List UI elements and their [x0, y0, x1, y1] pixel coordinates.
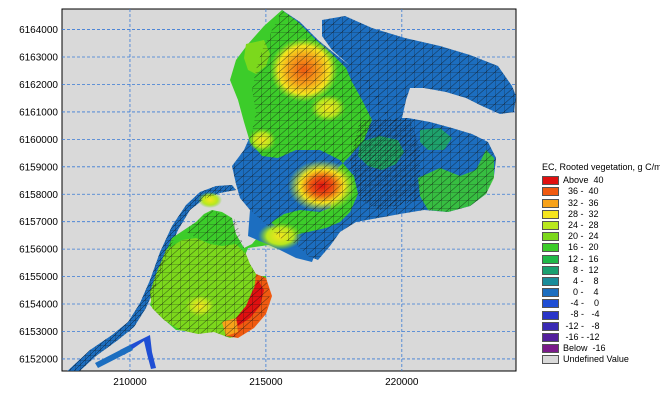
legend-item: Below -16 — [542, 343, 660, 354]
legend-item: -8 - -4 — [542, 309, 660, 320]
legend-label: 32 - 36 — [563, 197, 599, 208]
legend-item: -4 - 0 — [542, 298, 660, 309]
legend-item: Above 40 — [542, 175, 660, 186]
legend-swatch — [542, 209, 559, 219]
legend-swatch — [542, 299, 559, 309]
legend-label: Below -16 — [563, 343, 606, 354]
x-tick-label: 220000 — [385, 377, 419, 388]
legend-swatch — [542, 310, 559, 320]
legend-swatch — [542, 355, 559, 365]
legend-item: 36 - 40 — [542, 186, 660, 197]
y-tick-label: 6162000 — [19, 80, 58, 91]
legend: EC, Rooted vegetation, g C/m Above 40 36… — [542, 162, 660, 365]
y-tick-label: 6155000 — [19, 272, 58, 283]
legend-swatch — [542, 232, 559, 242]
legend-item: -16 - -12 — [542, 332, 660, 343]
legend-item: -12 - -8 — [542, 321, 660, 332]
legend-label: -16 - -12 — [563, 331, 600, 342]
legend-label: 36 - 40 — [563, 186, 599, 197]
y-tick-label: 6164000 — [19, 25, 58, 36]
legend-swatch — [542, 265, 559, 275]
legend-item: 16 - 20 — [542, 242, 660, 253]
legend-swatch — [542, 332, 559, 342]
legend-label: 20 - 24 — [563, 231, 599, 242]
legend-label: -12 - -8 — [563, 320, 600, 331]
legend-label: 28 - 32 — [563, 208, 599, 219]
y-tick-label: 6157000 — [19, 217, 58, 228]
legend-swatch — [542, 187, 559, 197]
legend-label: -4 - 0 — [563, 298, 600, 309]
y-tick-label: 6154000 — [19, 300, 58, 311]
x-axis-ticks: 210000 215000 220000 — [113, 377, 419, 388]
legend-item: Undefined Value — [542, 354, 660, 365]
legend-swatch — [542, 243, 559, 253]
legend-item: 24 - 28 — [542, 220, 660, 231]
legend-label: -8 - -4 — [563, 309, 600, 320]
legend-item: 4 - 8 — [542, 276, 660, 287]
y-axis-ticks: 6164000 6163000 6162000 6161000 6160000 61590… — [19, 25, 58, 365]
legend-label: Undefined Value — [563, 354, 629, 365]
legend-swatch — [542, 176, 559, 186]
y-tick-label: 6152000 — [19, 354, 58, 365]
y-tick-label: 6153000 — [19, 327, 58, 338]
legend-item: 28 - 32 — [542, 209, 660, 220]
legend-title: EC, Rooted vegetation, g C/m — [542, 162, 660, 172]
legend-swatch — [542, 288, 559, 298]
legend-label: 12 - 16 — [563, 253, 599, 264]
legend-label: 8 - 12 — [563, 264, 599, 275]
legend-label: 16 - 20 — [563, 242, 599, 253]
legend-label: 0 - 4 — [563, 287, 599, 298]
legend-swatch — [542, 254, 559, 264]
legend-swatch — [542, 221, 559, 231]
legend-swatch — [542, 321, 559, 331]
legend-item: 12 - 16 — [542, 254, 660, 265]
y-tick-label: 6156000 — [19, 245, 58, 256]
y-tick-label: 6158000 — [19, 190, 58, 201]
x-tick-label: 215000 — [249, 377, 283, 388]
y-tick-label: 6163000 — [19, 53, 58, 64]
legend-label: 24 - 28 — [563, 219, 599, 230]
legend-label: 4 - 8 — [563, 275, 599, 286]
legend-swatch — [542, 198, 559, 208]
legend-item: 8 - 12 — [542, 265, 660, 276]
y-tick-label: 6159000 — [19, 162, 58, 173]
mesh-shapes — [67, 10, 516, 371]
legend-swatch — [542, 276, 559, 286]
x-tick-label: 210000 — [113, 377, 147, 388]
legend-item: 20 - 24 — [542, 231, 660, 242]
legend-label: Above 40 — [563, 175, 604, 186]
y-tick-label: 6160000 — [19, 135, 58, 146]
legend-item: 32 - 36 — [542, 198, 660, 209]
map-plot: 210000 215000 220000 6164000 6163000 6162000… — [19, 8, 517, 388]
y-tick-label: 6161000 — [19, 107, 58, 118]
river-branch — [120, 335, 156, 369]
legend-item: 0 - 4 — [542, 287, 660, 298]
legend-swatch — [542, 344, 559, 354]
